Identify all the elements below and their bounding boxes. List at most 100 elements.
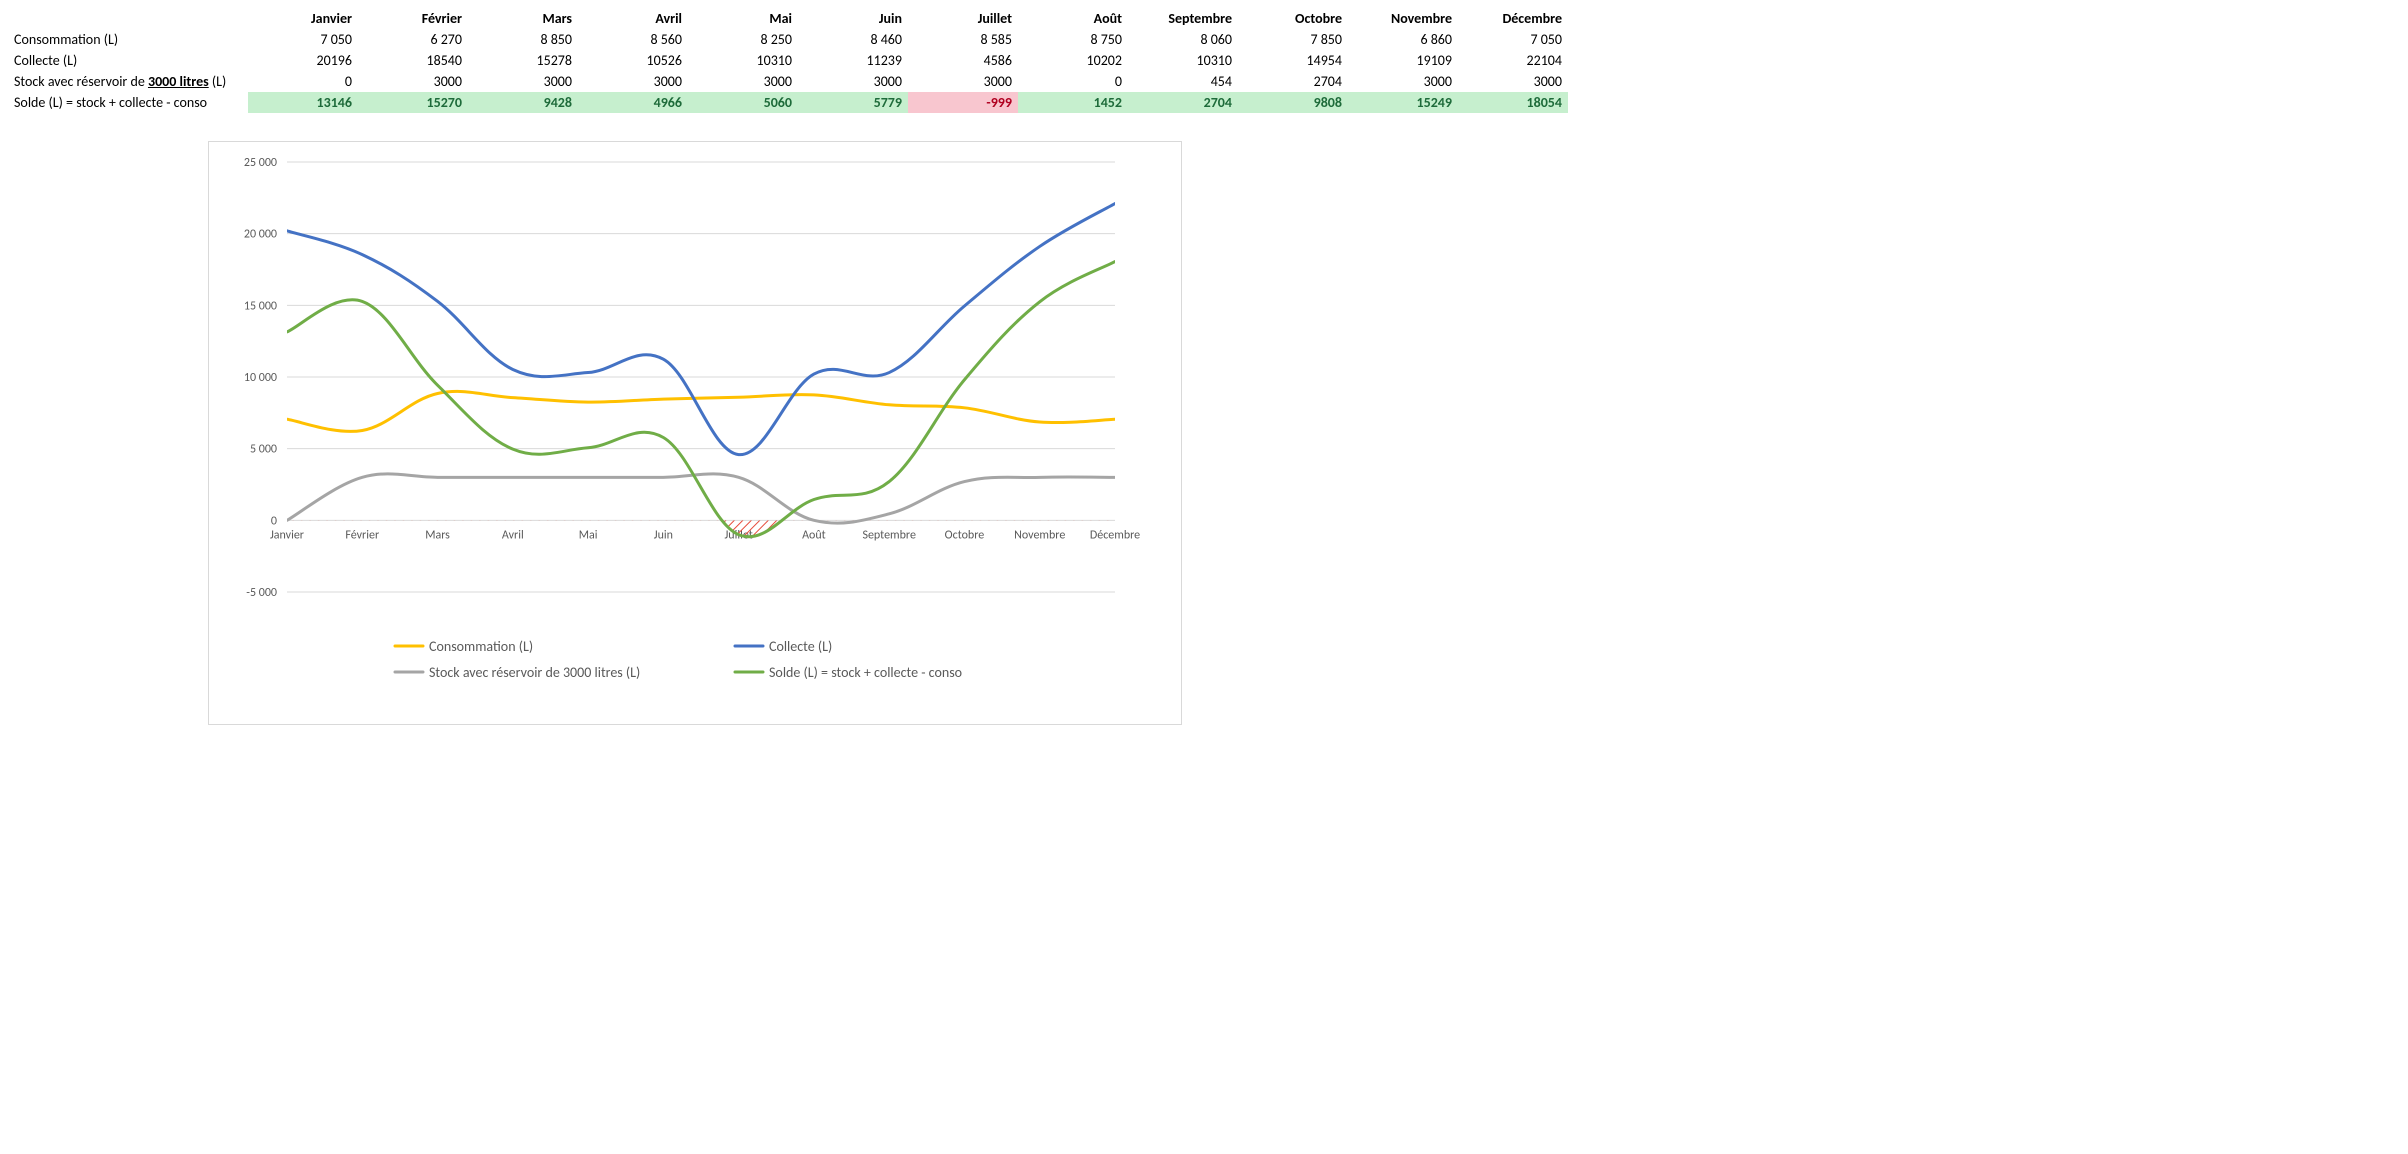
line-chart: -5 000 0 5 000 10 000 15 000 20 000 25 000 Janv… <box>215 148 1163 718</box>
table-corner <box>8 8 248 29</box>
table-cell: 3000 <box>468 71 578 92</box>
page: JanvierFévrierMarsAvrilMaiJuinJuilletAoû… <box>0 0 1576 745</box>
month-header: Mai <box>688 8 798 29</box>
month-header: Septembre <box>1128 8 1238 29</box>
table-cell: 5060 <box>688 92 798 113</box>
series-collecte <box>287 204 1115 455</box>
month-header: Avril <box>578 8 688 29</box>
row-consommation: Consommation (L) 7 0506 2708 8508 5608 2… <box>8 29 1568 50</box>
table-cell: 8 460 <box>798 29 908 50</box>
month-header: Mars <box>468 8 578 29</box>
svg-text:15 000: 15 000 <box>244 299 277 313</box>
legend-label: Consommation (L) <box>429 638 533 655</box>
data-table: JanvierFévrierMarsAvrilMaiJuinJuilletAoû… <box>8 8 1568 113</box>
table-cell: 6 860 <box>1348 29 1458 50</box>
row-label-solde: Solde (L) = stock + collecte - conso <box>8 92 248 113</box>
table-cell: 4586 <box>908 50 1018 71</box>
table-cell: 3000 <box>1348 71 1458 92</box>
chart-container: -5 000 0 5 000 10 000 15 000 20 000 25 000 Janv… <box>208 141 1182 725</box>
row-collecte: Collecte (L) 201961854015278105261031011… <box>8 50 1568 71</box>
svg-text:Octobre: Octobre <box>945 528 985 542</box>
svg-text:25 000: 25 000 <box>244 156 277 170</box>
table-cell: 10310 <box>688 50 798 71</box>
table-cell: 18054 <box>1458 92 1568 113</box>
svg-text:Juin: Juin <box>654 528 673 542</box>
table-cell: 8 250 <box>688 29 798 50</box>
table-cell: 5779 <box>798 92 908 113</box>
table-cell: 9808 <box>1238 92 1348 113</box>
svg-text:-5 000: -5 000 <box>246 586 277 600</box>
row-label-stock-post: (L) <box>209 73 227 90</box>
table-cell: 15278 <box>468 50 578 71</box>
svg-text:Janvier: Janvier <box>270 528 304 542</box>
table-cell: 11239 <box>798 50 908 71</box>
month-header: Février <box>358 8 468 29</box>
table-cell: 454 <box>1128 71 1238 92</box>
table-cell: 3000 <box>908 71 1018 92</box>
table-cell: 13146 <box>248 92 358 113</box>
series-stock <box>287 474 1115 523</box>
table-cell: 8 560 <box>578 29 688 50</box>
svg-text:10 000: 10 000 <box>244 371 277 385</box>
svg-text:Septembre: Septembre <box>862 528 916 542</box>
table-cell: 9428 <box>468 92 578 113</box>
table-cell: 1452 <box>1018 92 1128 113</box>
row-label-stock: Stock avec réservoir de 3000 litres (L) <box>8 71 248 92</box>
table-cell: 7 850 <box>1238 29 1348 50</box>
table-cell: 15270 <box>358 92 468 113</box>
svg-text:Mars: Mars <box>425 528 450 542</box>
svg-text:0: 0 <box>271 514 277 528</box>
svg-text:Avril: Avril <box>502 528 524 542</box>
row-solde: Solde (L) = stock + collecte - conso 131… <box>8 92 1568 113</box>
table-cell: 10526 <box>578 50 688 71</box>
table-cell: 8 585 <box>908 29 1018 50</box>
row-label-consommation: Consommation (L) <box>8 29 248 50</box>
legend-label: Stock avec réservoir de 3000 litres (L) <box>429 664 640 681</box>
row-label-collecte: Collecte (L) <box>8 50 248 71</box>
table-cell: 8 850 <box>468 29 578 50</box>
svg-text:Mai: Mai <box>579 528 598 542</box>
table-cell: 20196 <box>248 50 358 71</box>
month-header: Juin <box>798 8 908 29</box>
table-cell: 3000 <box>688 71 798 92</box>
month-header: Novembre <box>1348 8 1458 29</box>
svg-text:Février: Février <box>345 528 379 542</box>
table-cell: 2704 <box>1238 71 1348 92</box>
table-cell: 19109 <box>1348 50 1458 71</box>
month-header: Janvier <box>248 8 358 29</box>
table-cell: 3000 <box>578 71 688 92</box>
table-cell: 10202 <box>1018 50 1128 71</box>
table-cell: 22104 <box>1458 50 1568 71</box>
table-cell: 7 050 <box>1458 29 1568 50</box>
table-cell: 18540 <box>358 50 468 71</box>
table-cell: 7 050 <box>248 29 358 50</box>
legend-label: Solde (L) = stock + collecte - conso <box>769 664 962 681</box>
svg-text:Novembre: Novembre <box>1014 528 1065 542</box>
table-cell: 3000 <box>358 71 468 92</box>
month-header: Décembre <box>1458 8 1568 29</box>
table-cell: 4966 <box>578 92 688 113</box>
table-cell: 6 270 <box>358 29 468 50</box>
table-cell: 3000 <box>798 71 908 92</box>
month-header: Octobre <box>1238 8 1348 29</box>
row-label-stock-pre: Stock avec réservoir de <box>14 73 148 90</box>
table-cell: -999 <box>908 92 1018 113</box>
legend-label: Collecte (L) <box>769 638 832 655</box>
table-cell: 8 750 <box>1018 29 1128 50</box>
table-cell: 3000 <box>1458 71 1568 92</box>
table-header-row: JanvierFévrierMarsAvrilMaiJuinJuilletAoû… <box>8 8 1568 29</box>
table-cell: 8 060 <box>1128 29 1238 50</box>
table-cell: 0 <box>248 71 358 92</box>
svg-text:20 000: 20 000 <box>244 228 277 242</box>
row-label-stock-strong: 3000 litres <box>148 73 209 90</box>
month-header: Juillet <box>908 8 1018 29</box>
table-cell: 15249 <box>1348 92 1458 113</box>
svg-text:Août: Août <box>802 528 826 542</box>
table-cell: 2704 <box>1128 92 1238 113</box>
month-header: Août <box>1018 8 1128 29</box>
table-cell: 10310 <box>1128 50 1238 71</box>
svg-text:Décembre: Décembre <box>1090 528 1140 542</box>
svg-text:5 000: 5 000 <box>250 443 277 457</box>
table-cell: 14954 <box>1238 50 1348 71</box>
table-cell: 0 <box>1018 71 1128 92</box>
